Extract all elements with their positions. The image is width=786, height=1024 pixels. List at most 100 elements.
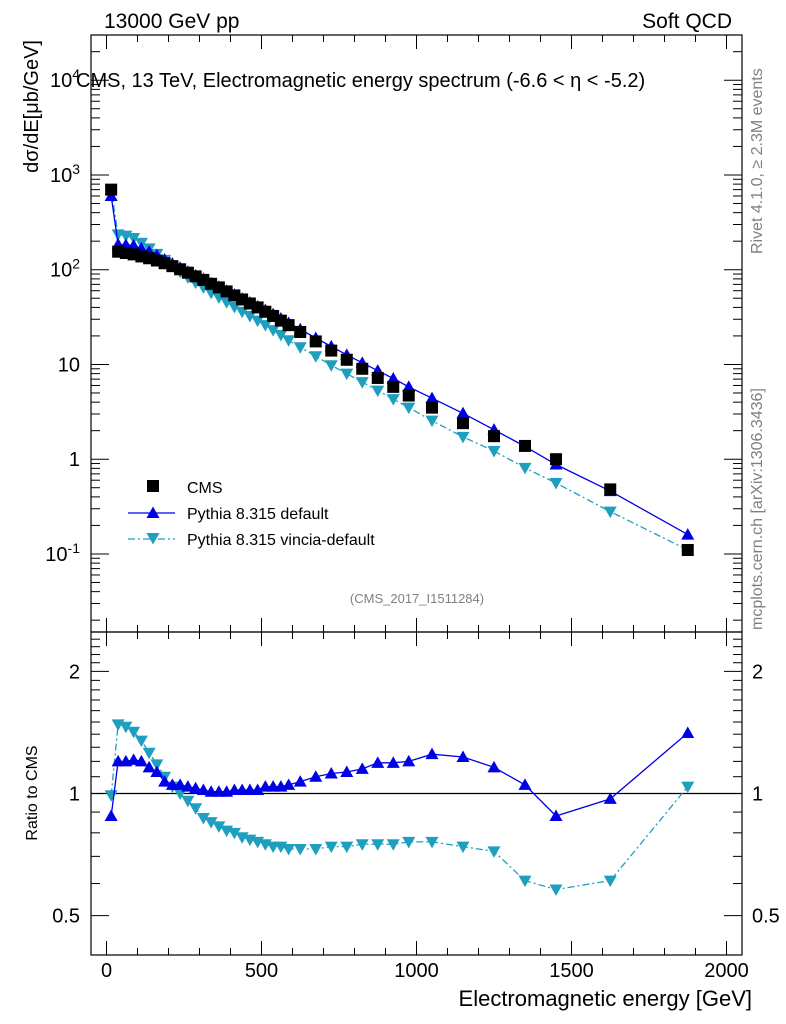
main-y-axis-label: dσ/dE[μb/GeV] bbox=[21, 40, 43, 173]
ratio-vincia-series-point bbox=[309, 843, 323, 856]
ratio-default-series-point bbox=[282, 778, 296, 790]
vincia-series-point bbox=[487, 446, 501, 458]
ratio-default-series-point bbox=[189, 781, 203, 794]
legend-label-cms: CMS bbox=[187, 480, 223, 497]
ratio-default-series-point bbox=[549, 809, 563, 822]
ratio-default-series-point bbox=[456, 750, 470, 763]
vincia-series-point bbox=[258, 320, 272, 332]
ratio-vincia-series-point bbox=[196, 813, 210, 825]
header-left: 13000 GeV pp bbox=[104, 10, 239, 33]
main-y-tick-label: 104 bbox=[50, 66, 80, 92]
ratio-vincia-series-point bbox=[104, 790, 118, 802]
ratio-vincia-series-point bbox=[386, 839, 400, 851]
ratio-default-series-point bbox=[425, 747, 439, 760]
ratio-series-layer bbox=[104, 719, 695, 897]
main-panel: 10-1 1 10 102 103 104 CMS, 13 TeV, Electromag… bbox=[21, 34, 743, 633]
vincia-series-point bbox=[549, 478, 563, 490]
ratio-vincia-series-point bbox=[181, 795, 195, 808]
cms-series-point bbox=[325, 344, 338, 357]
ratio-default-series-point bbox=[340, 765, 354, 777]
ratio-default-series-point bbox=[196, 783, 210, 796]
ratio-default-series-point bbox=[681, 726, 695, 738]
main-y-tick-label: 103 bbox=[50, 161, 80, 187]
main-y-tick-label: 102 bbox=[50, 256, 80, 282]
default-series-point bbox=[681, 528, 695, 540]
ratio-default-series-point bbox=[251, 783, 265, 796]
vincia-series-point bbox=[518, 462, 532, 475]
legend-marker-pythia-default bbox=[146, 506, 160, 518]
ratio-default-series-point bbox=[518, 778, 532, 790]
ratio-default-series-point bbox=[402, 754, 416, 767]
ratio-vincia-series-point bbox=[518, 875, 532, 888]
legend-label-pythia-default: Pythia 8.315 default bbox=[187, 506, 329, 523]
vincia-series-point bbox=[251, 315, 265, 328]
ratio-default-series-point bbox=[309, 770, 323, 782]
cms-series-point bbox=[282, 319, 295, 332]
ratio-default-series-point bbox=[371, 756, 385, 768]
main-y-tick-label: 10-1 bbox=[45, 540, 80, 566]
ratio-vincia-series-point bbox=[293, 843, 307, 856]
cms-series-point bbox=[112, 245, 125, 258]
vincia-series-point bbox=[340, 368, 354, 381]
cms-series-point bbox=[105, 183, 118, 196]
x-tick-label: 500 bbox=[245, 960, 278, 982]
ratio-vincia-series-point bbox=[456, 841, 470, 854]
cms-series-point bbox=[309, 335, 322, 348]
ratio-vincia-series-point bbox=[402, 836, 416, 849]
cms-series-point bbox=[550, 453, 562, 466]
ratio-vincia-series-point bbox=[681, 781, 695, 794]
ratio-default-series-point bbox=[603, 792, 617, 804]
vincia-series-point bbox=[127, 233, 141, 245]
rivet-version-label: Rivet 4.1.0, ≥ 2.3M events bbox=[749, 68, 766, 254]
mcplots-label: mcplots.cern.ch [arXiv:1306.3436] bbox=[749, 388, 766, 630]
cms-series-point bbox=[127, 248, 140, 261]
x-tick-label: 2000 bbox=[704, 960, 749, 982]
ratio-default-series-point bbox=[158, 775, 172, 787]
cms-series-point bbox=[604, 483, 617, 496]
ratio-default-series-point bbox=[386, 756, 400, 768]
ratio-vincia-series-point bbox=[119, 721, 133, 734]
vincia-series-point bbox=[274, 329, 288, 342]
legend: CMS Pythia 8.315 default Pythia 8.315 vi… bbox=[128, 480, 375, 549]
ratio-y-tick-label-right: 0.5 bbox=[752, 906, 780, 928]
ratio-y-tick-label-right: 2 bbox=[752, 661, 763, 683]
ratio-y-tick-label: 1 bbox=[69, 784, 80, 806]
main-axis-ticks: 10-1 1 10 102 103 104 bbox=[45, 34, 742, 632]
main-series-layer bbox=[104, 183, 695, 557]
cms-series-point bbox=[519, 439, 531, 452]
ratio-vincia-series-point bbox=[150, 759, 164, 771]
cms-series-point bbox=[402, 389, 415, 402]
ratio-default-series-point bbox=[355, 762, 369, 774]
ratio-vincia-series-point bbox=[603, 875, 617, 888]
ratio-axis-ticks: 0 500 1000 1500 2000 0.5 0.5 1 1 2 2 bbox=[52, 631, 780, 982]
ratio-vincia-series-point bbox=[212, 821, 226, 833]
ratio-vincia-series-point bbox=[189, 803, 203, 815]
vincia-series-point bbox=[402, 402, 416, 415]
vincia-series-point bbox=[235, 306, 249, 319]
ratio-vincia-series-point bbox=[324, 841, 338, 854]
default-series-point bbox=[402, 380, 416, 392]
x-tick-label: 0 bbox=[101, 960, 112, 982]
vincia-series-point bbox=[603, 506, 617, 519]
main-y-tick-label: 1 bbox=[69, 449, 80, 471]
ratio-default-series-point bbox=[293, 775, 307, 787]
x-axis-label: Electromagnetic energy [GeV] bbox=[459, 986, 752, 1011]
ratio-default-series-point bbox=[487, 760, 501, 773]
vincia-series-point bbox=[456, 431, 470, 444]
vincia-series-point bbox=[371, 385, 385, 398]
ratio-default-series-point bbox=[173, 778, 187, 790]
ratio-vincia-series-point bbox=[134, 735, 148, 748]
ratio-default-series-point bbox=[134, 754, 148, 767]
cms-series-point bbox=[488, 430, 500, 443]
ratio-default-series-point bbox=[127, 753, 141, 765]
vincia-series-point bbox=[324, 360, 338, 372]
ratio-default-series-point bbox=[142, 760, 156, 773]
vincia-series-point bbox=[386, 394, 400, 406]
cms-series-point bbox=[340, 353, 353, 366]
vincia-series-point bbox=[425, 415, 439, 428]
legend-marker-pythia-vincia bbox=[146, 533, 160, 545]
vincia-series-point bbox=[243, 310, 257, 323]
ratio-vincia-series-point bbox=[127, 726, 141, 739]
